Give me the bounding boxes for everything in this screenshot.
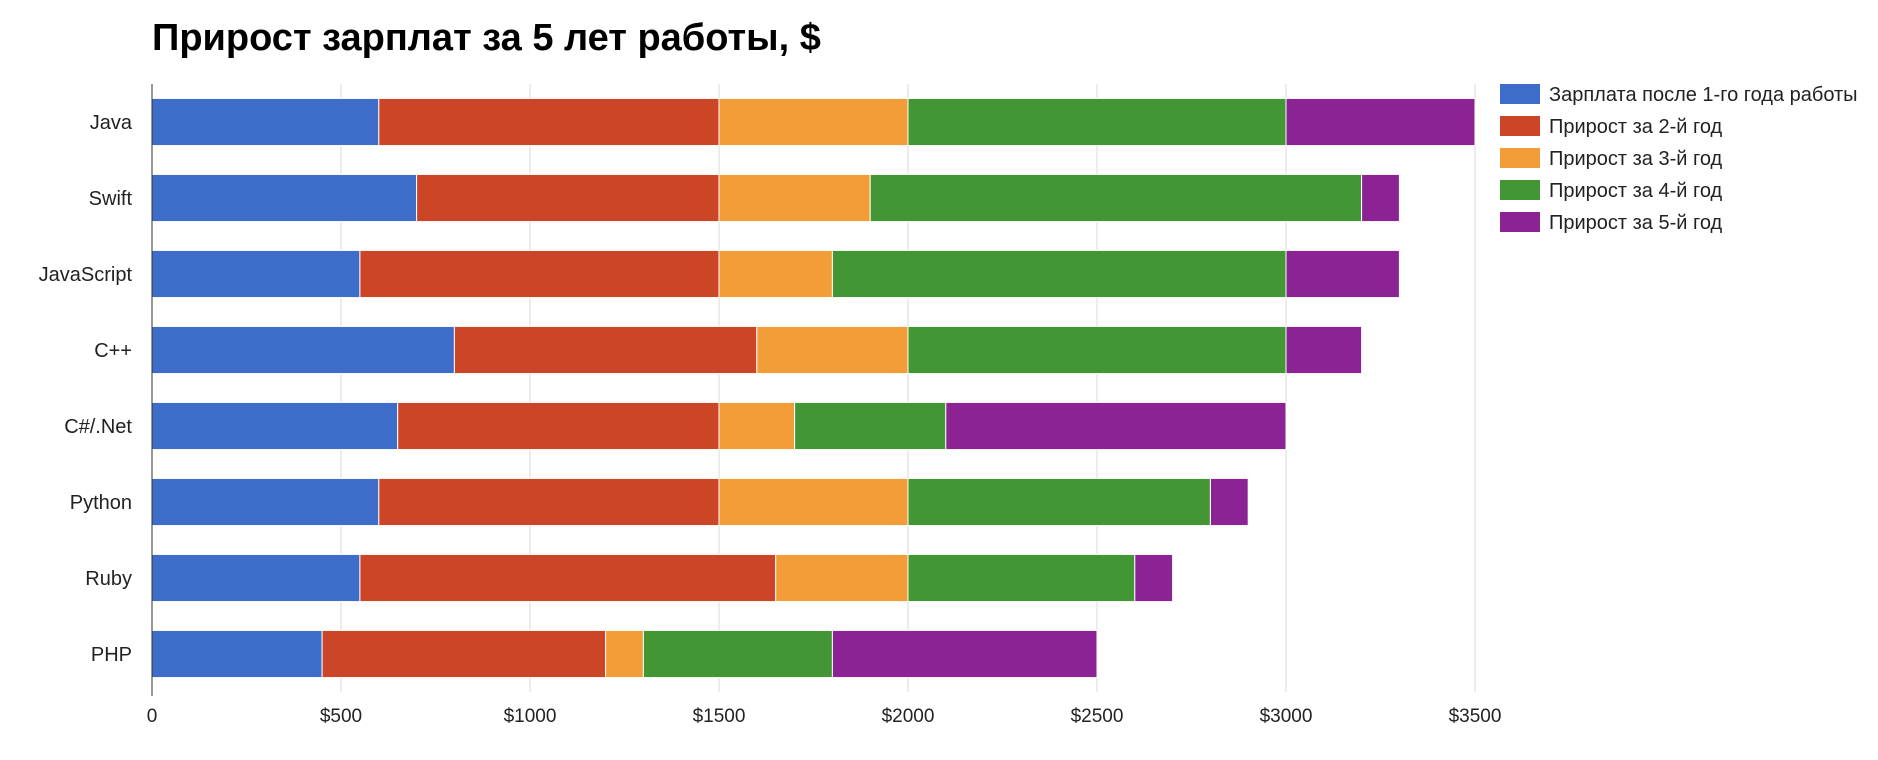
bar-C++-series-2 <box>453 325 758 375</box>
bar-Ruby-series-4 <box>907 553 1136 603</box>
legend-swatch <box>1500 148 1540 168</box>
legend-label: Зарплата после 1-го года работы <box>1549 84 1858 106</box>
legend-label: Прирост за 5-й год <box>1549 212 1723 234</box>
bar-Java-series-3 <box>718 97 909 147</box>
bar-C#/.Net-series-3 <box>718 401 796 451</box>
legend-swatch <box>1500 116 1540 136</box>
category-label: C#/.Net <box>64 416 132 438</box>
bar-PHP-series-3 <box>605 629 644 679</box>
bar-Java-series-2 <box>378 97 720 147</box>
category-label: JavaScript <box>39 264 133 286</box>
bar-JavaScript-series-3 <box>718 249 833 299</box>
bar-Swift-series-3 <box>718 173 871 223</box>
category-label: Python <box>70 492 132 514</box>
bar-PHP-series-2 <box>321 629 607 679</box>
legend-label: Прирост за 4-й год <box>1549 180 1723 202</box>
bar-Swift-series-5 <box>1361 173 1400 223</box>
bar-Ruby-series-2 <box>359 553 777 603</box>
bar-JavaScript-series-2 <box>359 249 720 299</box>
bar-C++-series-1 <box>151 325 455 375</box>
bar-Ruby-series-5 <box>1134 553 1174 603</box>
category-label: Java <box>90 112 133 134</box>
x-tick-label: $1500 <box>693 706 746 727</box>
bar-Swift-series-2 <box>416 173 720 223</box>
bar-JavaScript-series-1 <box>151 249 361 299</box>
bar-C++-series-3 <box>756 325 909 375</box>
bar-C++-series-5 <box>1285 325 1363 375</box>
bar-C#/.Net-series-5 <box>945 401 1287 451</box>
bars <box>151 97 1476 679</box>
bar-Swift-series-1 <box>151 173 418 223</box>
legend-swatch <box>1500 180 1540 200</box>
bar-Ruby-series-3 <box>775 553 909 603</box>
bar-PHP-series-1 <box>151 629 323 679</box>
category-label: C++ <box>94 340 132 362</box>
category-label: PHP <box>91 644 132 666</box>
bar-C#/.Net-series-4 <box>794 401 947 451</box>
bar-Swift-series-4 <box>869 173 1363 223</box>
x-tick-label: $2500 <box>1071 706 1124 727</box>
bar-JavaScript-series-5 <box>1285 249 1400 299</box>
legend-label: Прирост за 3-й год <box>1549 148 1723 170</box>
bar-Python-series-5 <box>1209 477 1249 527</box>
bar-Python-series-4 <box>907 477 1211 527</box>
chart-title: Прирост зарплат за 5 лет работы, $ <box>152 17 821 59</box>
x-tick-label: 0 <box>147 706 158 727</box>
bar-JavaScript-series-4 <box>831 249 1287 299</box>
axes: 0 $500 $1000 $1500 $2000 $2500 $3000 $3500JavaS… <box>39 84 1502 727</box>
legend-swatch <box>1500 212 1540 232</box>
legend: Зарплата после 1-го года работы Прирост з… <box>1500 84 1858 234</box>
bar-Python-series-2 <box>378 477 720 527</box>
bar-C#/.Net-series-1 <box>151 401 399 451</box>
category-label: Swift <box>89 188 133 210</box>
legend-label: Прирост за 2-й год <box>1549 116 1723 138</box>
legend-swatch <box>1500 84 1540 104</box>
bar-PHP-series-4 <box>642 629 833 679</box>
bar-Java-series-1 <box>151 97 380 147</box>
x-tick-label: $1000 <box>504 706 557 727</box>
bar-Ruby-series-1 <box>151 553 361 603</box>
bar-Java-series-4 <box>907 97 1287 147</box>
x-tick-label: $3000 <box>1260 706 1313 727</box>
category-label: Ruby <box>85 568 132 590</box>
x-tick-label: $3500 <box>1449 706 1502 727</box>
x-tick-label: $2000 <box>882 706 935 727</box>
bar-C++-series-4 <box>907 325 1287 375</box>
bar-Python-series-1 <box>151 477 380 527</box>
bar-C#/.Net-series-2 <box>397 401 720 451</box>
bar-Python-series-3 <box>718 477 909 527</box>
bar-Java-series-5 <box>1285 97 1476 147</box>
x-tick-label: $500 <box>320 706 362 727</box>
bar-PHP-series-5 <box>831 629 1098 679</box>
